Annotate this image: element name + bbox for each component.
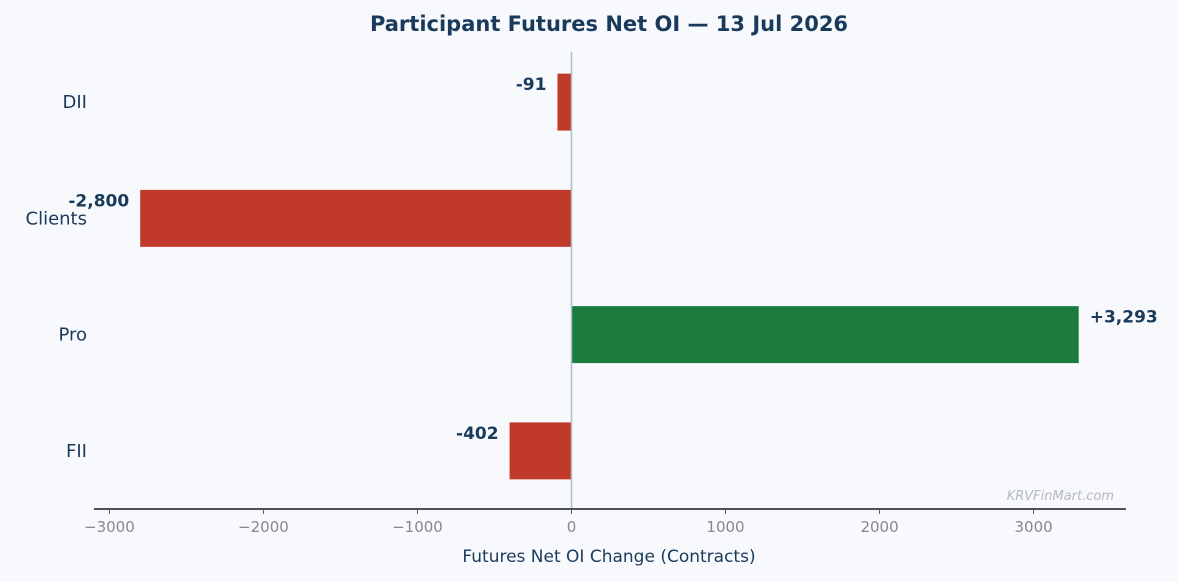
bar-clients (140, 189, 572, 247)
value-label-clients: -2,800 (68, 191, 129, 211)
x-tick-label: 2000 (860, 518, 898, 536)
x-tick-label: −3000 (84, 518, 135, 536)
chart-title: Participant Futures Net OI — 13 Jul 2026 (370, 12, 848, 36)
category-label-clients: Clients (26, 208, 88, 229)
bar-pro (571, 306, 1079, 364)
ticks-layer: −3000 −2000 −1000 0 1000 2000 3000 (84, 509, 1053, 536)
category-label-dii: DII (63, 92, 87, 113)
bar-fii (509, 422, 572, 480)
x-axis-title: Futures Net OI Change (Contracts) (462, 547, 755, 567)
x-tick-label: 0 (567, 518, 577, 536)
bar-dii (557, 73, 572, 131)
x-tick-label: 1000 (706, 518, 744, 536)
category-label-fii: FII (66, 441, 87, 462)
value-label-pro: +3,293 (1090, 308, 1158, 328)
x-tick-label: −1000 (392, 518, 443, 536)
value-label-dii: -91 (516, 75, 547, 95)
x-tick-label: −2000 (238, 518, 289, 536)
watermark: KRVFinMart.com (1007, 489, 1114, 504)
x-tick-label: 3000 (1014, 518, 1052, 536)
labels-layer: DII -91 Clients-2,800 Pro +3,293 FII -402 (26, 75, 1158, 462)
value-label-fii: -402 (456, 424, 499, 444)
category-label-pro: Pro (58, 325, 87, 346)
bars-layer (140, 73, 1079, 480)
